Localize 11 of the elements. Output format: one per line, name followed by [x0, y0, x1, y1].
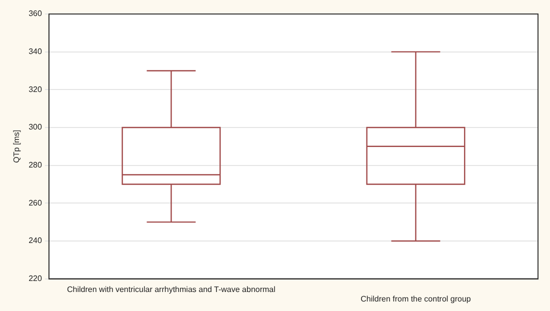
y-tick-label: 240 — [28, 236, 42, 246]
y-tick-label: 360 — [28, 9, 42, 18]
y-tick-label: 220 — [28, 274, 42, 284]
y-tick-label: 260 — [28, 198, 42, 208]
y-axis-title: QTp [ms] — [12, 130, 22, 163]
y-tick-label: 300 — [28, 122, 42, 132]
x-tick-label: Children from the control group — [360, 294, 472, 304]
y-tick-label: 340 — [28, 47, 42, 56]
y-tick-label: 320 — [28, 84, 42, 94]
x-tick-label: Children with ventricular arrhythmias and T-wave abnormal — [67, 284, 276, 294]
y-tick-label: 280 — [28, 160, 42, 170]
